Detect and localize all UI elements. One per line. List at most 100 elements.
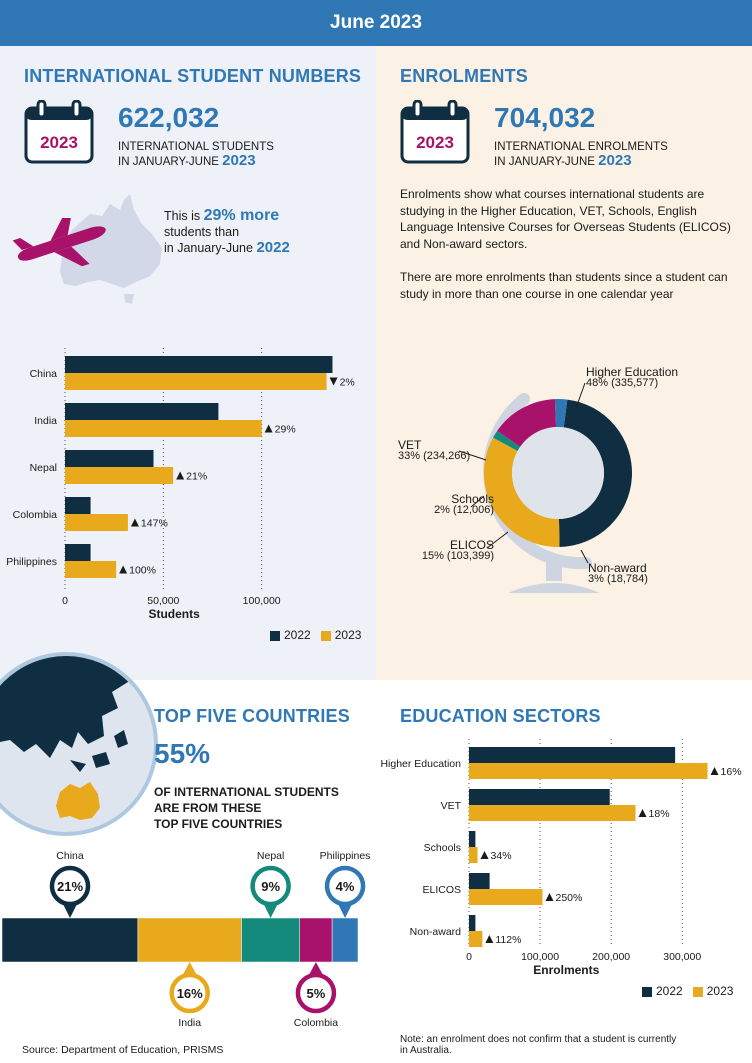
marker-circle xyxy=(295,972,337,1014)
enrolments-donut-chart xyxy=(484,399,633,547)
donut-label: ELICOS 15% (103,399) xyxy=(404,539,494,562)
students-by-country-chart: 0 50,000 100,000 Students China 2% India 29% Nep… xyxy=(6,348,355,621)
x-tick-label: 300,000 xyxy=(663,951,701,963)
bar-2023 xyxy=(469,931,483,947)
share-pct-label: 5% xyxy=(307,986,326,1001)
share-pct-label: 16% xyxy=(177,986,203,1001)
donut-leader-lines xyxy=(458,382,589,564)
globe-icon xyxy=(0,652,160,842)
donut-label: Schools 2% (12,006) xyxy=(384,492,494,516)
enrolments-total: 704,032 xyxy=(494,102,596,133)
change-label: 18% xyxy=(649,808,670,820)
change-label: 112% xyxy=(495,934,521,946)
donut-label-value: 33% (234,266) xyxy=(398,450,471,462)
x-tick-label: 100,000 xyxy=(521,951,559,963)
change-label: 147% xyxy=(141,518,168,530)
x-tick-label: 0 xyxy=(62,595,68,607)
donut-slice xyxy=(493,430,521,451)
change-arrow xyxy=(545,893,554,901)
share-country-label: Colombia xyxy=(294,1017,339,1029)
marker-circle xyxy=(169,972,210,1014)
share-segment xyxy=(299,917,333,963)
donut-label: Higher Education 48% (335,577) xyxy=(586,365,679,389)
donut-slice xyxy=(554,399,568,428)
category-label: ELICOS xyxy=(422,884,461,896)
x-axis-title: Enrolments xyxy=(533,963,599,977)
share-pct-label: 4% xyxy=(336,879,355,894)
airplane-icon xyxy=(10,210,110,275)
share-segment xyxy=(241,917,300,963)
students-caption-line2: IN JANUARY-JUNE xyxy=(118,156,219,168)
bar-2022 xyxy=(65,356,333,373)
calendar-year: 2023 xyxy=(416,133,454,152)
change-label: 34% xyxy=(491,850,512,862)
x-tick-label: 200,000 xyxy=(592,951,630,963)
donut-label-value: 15% (103,399) xyxy=(421,550,494,562)
share-segment xyxy=(137,917,242,963)
bar-2022 xyxy=(65,544,91,561)
marker-circle xyxy=(324,865,366,907)
enrolment-disclaimer: Note: an enrolment does not confirm that… xyxy=(400,1034,676,1056)
category-label: Higher Education xyxy=(380,758,461,770)
marker-pointer xyxy=(182,962,197,975)
category-label: VET xyxy=(441,800,462,812)
category-label: Colombia xyxy=(13,509,58,521)
donut-label-value: 2% (12,006) xyxy=(434,504,494,516)
bar-2023 xyxy=(469,847,478,863)
students-total: 622,032 xyxy=(118,102,220,133)
share-pct-label: 9% xyxy=(261,879,280,894)
category-label: China xyxy=(30,368,58,380)
students-caption: INTERNATIONAL STUDENTS IN JANUARY-JUNE 2… xyxy=(118,140,274,169)
top-five-share-chart: 21% China 16% India 9% Nepal 5% Colombia 4% Phili… xyxy=(1,850,371,1029)
education-sectors-chart: 0 100,000 200,000 300,000 Enrolments Higher E… xyxy=(380,739,742,977)
growth-line2: students than xyxy=(164,225,240,239)
marker-pointer xyxy=(63,904,77,918)
top-five-line1: OF INTERNATIONAL STUDENTS xyxy=(154,785,339,799)
growth-year: 2022 xyxy=(256,239,290,256)
bar-2023 xyxy=(65,467,174,484)
change-arrow xyxy=(329,377,338,386)
change-label: 21% xyxy=(186,471,207,483)
change-label: 2% xyxy=(340,377,355,389)
x-axis-title: Students xyxy=(148,607,200,621)
bar-2022 xyxy=(469,789,610,805)
donut-label-name: Schools xyxy=(451,492,494,506)
bar-2023 xyxy=(65,561,117,578)
disclaimer-line1: Note: an enrolment does not confirm that… xyxy=(400,1034,677,1045)
x-tick-label: 50,000 xyxy=(147,595,179,607)
bar-2023 xyxy=(469,889,543,905)
top-five-line3: TOP FIVE COUNTRIES xyxy=(154,817,283,831)
donut-labels: Higher Education 48% (335,577) VET 33% (234… xyxy=(376,360,752,600)
enrolments-caption: INTERNATIONAL ENROLMENTS IN JANUARY-JUNE… xyxy=(494,140,668,169)
sectors-title: EDUCATION SECTORS xyxy=(400,706,601,726)
enrolments-caption-line1: INTERNATIONAL ENROLMENTS xyxy=(494,141,668,153)
marker-pointer xyxy=(308,962,323,975)
change-arrow xyxy=(485,935,494,943)
change-label: 16% xyxy=(721,766,742,778)
donut-slice xyxy=(484,437,560,547)
bar-2022 xyxy=(469,831,476,847)
bar-2023 xyxy=(65,514,128,531)
students-caption-year: 2023 xyxy=(222,152,256,169)
change-label: 100% xyxy=(129,565,156,577)
donut-label-name: VET xyxy=(398,438,422,452)
bar-2022 xyxy=(65,403,219,420)
legend-label-2022: 2022 xyxy=(656,984,683,998)
share-country-label: Philippines xyxy=(320,850,371,862)
change-arrow xyxy=(710,767,719,775)
legend-label-2023: 2023 xyxy=(706,984,734,998)
donut-hole xyxy=(512,427,604,519)
calendar-year: 2023 xyxy=(40,133,78,152)
top-five-title: TOP FIVE COUNTRIES xyxy=(154,706,350,726)
enrolments-caption-line2: IN JANUARY-JUNE xyxy=(494,156,595,168)
bar-2023 xyxy=(469,805,636,821)
growth-prefix: This is xyxy=(164,209,201,223)
enrolments-note: There are more enrolments than students … xyxy=(400,270,728,301)
change-arrow xyxy=(480,851,489,859)
bar-2023 xyxy=(65,420,262,437)
category-label: Schools xyxy=(424,842,461,854)
legend-swatch-2022 xyxy=(270,630,280,641)
legend-swatch-2022 xyxy=(642,986,652,997)
donut-label-name: Higher Education xyxy=(586,365,679,379)
change-arrow xyxy=(638,809,647,817)
